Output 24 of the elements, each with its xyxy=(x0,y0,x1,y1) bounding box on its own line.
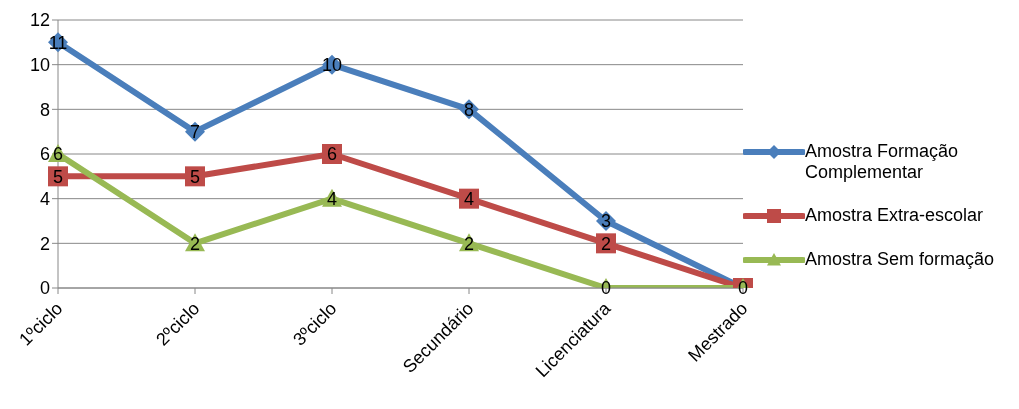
data-label: 3 xyxy=(600,211,612,232)
data-label: 5 xyxy=(52,166,64,187)
y-tick-label: 2 xyxy=(39,233,50,254)
data-label: 11 xyxy=(48,32,68,53)
data-label: 6 xyxy=(52,144,64,165)
y-tick-label: 4 xyxy=(39,189,50,210)
data-label: 4 xyxy=(463,189,475,210)
y-tick-label: 10 xyxy=(29,55,50,76)
data-label: 4 xyxy=(326,189,338,210)
y-tick-label: 0 xyxy=(39,278,50,299)
data-label: 7 xyxy=(189,122,201,143)
data-label: 5 xyxy=(189,166,201,187)
data-label: 2 xyxy=(600,233,612,254)
y-tick-label: 12 xyxy=(29,10,50,31)
data-label: 6 xyxy=(326,144,338,165)
data-label: 2 xyxy=(189,233,201,254)
y-tick-label: 6 xyxy=(39,144,50,165)
data-label: 8 xyxy=(463,99,475,120)
legend-label: Amostra Formação Complementar xyxy=(805,140,960,183)
y-tick-label: 8 xyxy=(39,99,50,120)
legend-label: Amostra Extra-escolar xyxy=(805,204,984,226)
legend-label: Amostra Sem formação xyxy=(805,248,995,270)
data-label: 10 xyxy=(321,55,343,76)
data-label: 2 xyxy=(463,233,475,254)
